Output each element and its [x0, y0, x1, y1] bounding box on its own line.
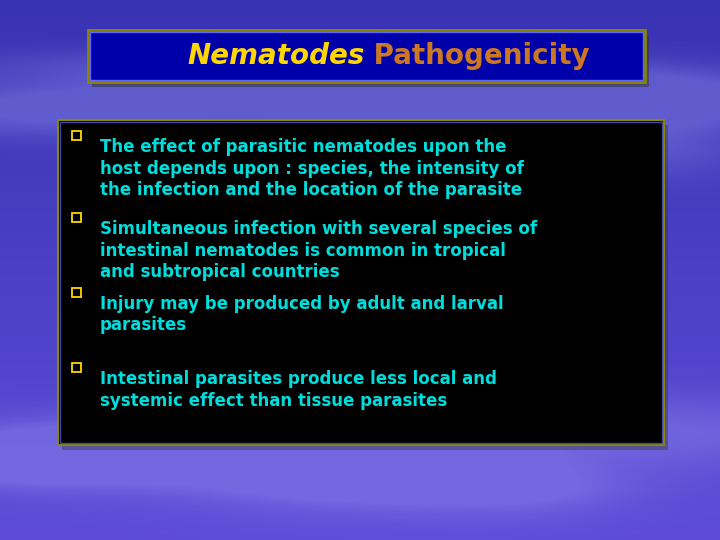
Bar — [60, 122, 662, 443]
Bar — [72, 287, 81, 296]
Text: Injury may be produced by adult and larval
parasites: Injury may be produced by adult and larv… — [100, 295, 503, 334]
Bar — [58, 120, 664, 445]
Bar — [72, 362, 81, 372]
Bar — [88, 30, 645, 82]
Bar — [72, 213, 81, 221]
Text: Nematodes: Nematodes — [187, 42, 364, 70]
Text: The effect of parasitic nematodes upon the
host depends upon : species, the inte: The effect of parasitic nematodes upon t… — [100, 138, 524, 199]
Bar — [72, 131, 81, 139]
Bar — [90, 32, 643, 80]
Bar — [92, 35, 649, 87]
Text: Intestinal parasites produce less local and
systemic effect than tissue parasite: Intestinal parasites produce less local … — [100, 370, 497, 409]
Text: Pathogenicity: Pathogenicity — [364, 42, 590, 70]
Text: Simultaneous infection with several species of
intestinal nematodes is common in: Simultaneous infection with several spec… — [100, 220, 537, 281]
Bar — [62, 125, 668, 450]
